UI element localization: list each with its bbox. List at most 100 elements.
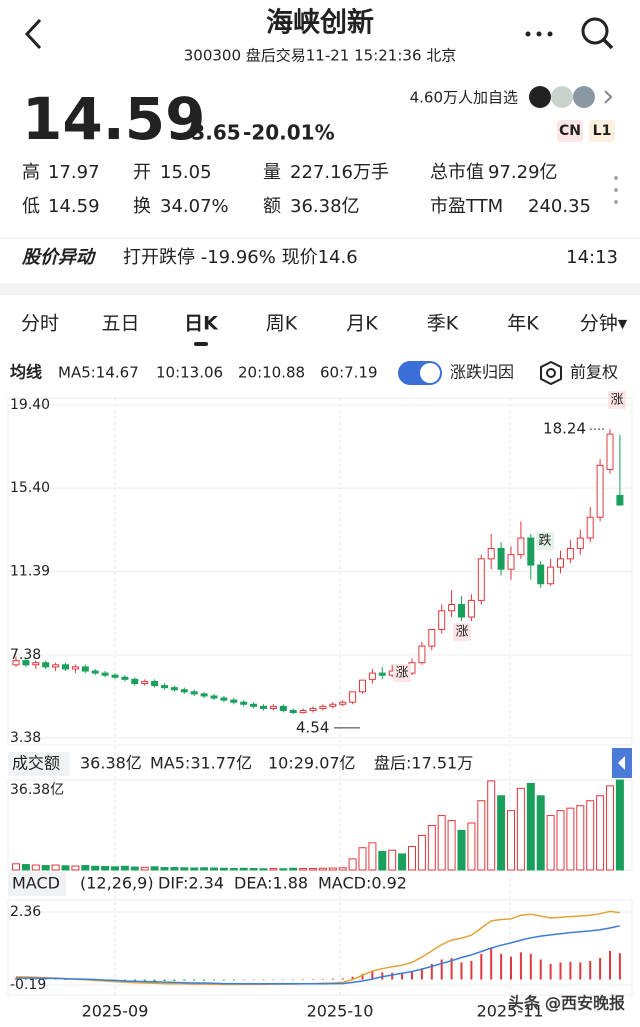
avatars [529, 86, 595, 108]
macd-bar [153, 979, 156, 981]
stat-label: 换 [133, 196, 151, 217]
macd-bar [430, 963, 433, 980]
tab-indicator [194, 342, 208, 346]
y-tick-label: 3.38 [10, 730, 41, 746]
volume-bar [477, 800, 486, 871]
macd-bar [599, 958, 602, 980]
volume-bar [358, 847, 367, 871]
macd-bar [579, 962, 582, 980]
candle-body [210, 695, 218, 699]
macd-bar [143, 979, 146, 981]
candle-body [299, 710, 307, 714]
change-pct: -20.01% [243, 121, 335, 145]
annotation: 18.24 [543, 420, 586, 438]
candle-body [62, 664, 69, 670]
volume-bar [556, 810, 565, 871]
candle-body [279, 705, 287, 712]
volume-bar [615, 779, 624, 871]
candle-body [329, 703, 337, 707]
tab[interactable]: 季K [427, 313, 459, 335]
search-button[interactable] [581, 17, 614, 50]
volume-bar [71, 865, 80, 871]
candle-body [586, 516, 594, 539]
volume-bar [388, 849, 397, 871]
tab[interactable]: 分钟▾ [580, 313, 628, 335]
macd-bar [559, 962, 562, 980]
tab[interactable]: 周K [266, 313, 298, 335]
macd-bar [163, 979, 166, 981]
tag-box [453, 623, 471, 641]
volume-bar [210, 867, 218, 871]
price-tag: 涨 [455, 625, 468, 640]
macd-bar [460, 962, 463, 980]
macd-bar [401, 973, 404, 980]
more-button[interactable] [525, 31, 553, 37]
macd-bar [252, 979, 255, 981]
volume-bar [417, 834, 426, 871]
volume-bar [200, 867, 209, 871]
toggle-label[interactable]: 涨跌归因 [450, 363, 514, 382]
volume-bar [309, 868, 317, 871]
candle-body [200, 693, 208, 697]
macd-bar [549, 963, 552, 980]
volume-bar [566, 807, 575, 871]
panel-header-box [8, 872, 66, 896]
panel-frame [7, 899, 633, 996]
macd-bar [420, 968, 423, 980]
volume-bar [12, 863, 20, 871]
back-button[interactable] [24, 18, 42, 50]
macd-bar [480, 953, 483, 980]
adjust-label[interactable]: 前复权 [570, 363, 618, 382]
tab[interactable]: 分时 [21, 313, 59, 335]
volume-bar [21, 864, 30, 871]
followers[interactable]: 4.60万人加自选 [410, 89, 518, 107]
tag-box [608, 391, 626, 409]
volume-bar [180, 867, 189, 871]
stats-more-dot [614, 200, 618, 204]
tab[interactable]: 月K [346, 313, 378, 335]
candle-body [151, 680, 159, 687]
candle-body [527, 537, 535, 566]
volume-bar [437, 815, 446, 871]
alert-time: 14:13 [566, 247, 618, 268]
tab[interactable]: 日K [184, 313, 219, 335]
volume-bar [269, 868, 278, 871]
macd-bar [529, 953, 532, 980]
price-tag: 跌 [538, 533, 551, 549]
volume-bar [516, 787, 525, 871]
macd-bar [213, 979, 215, 981]
macd-bar [569, 961, 572, 980]
candle-body [111, 674, 119, 678]
candle-body [190, 691, 198, 695]
tab[interactable]: 年K [507, 313, 539, 335]
volume-bar [507, 810, 515, 871]
alert-text[interactable]: 打开跌停 -19.96% 现价14.6 [123, 247, 358, 268]
follow-arrow[interactable] [604, 90, 613, 104]
candle-body [309, 707, 317, 712]
stat-label: 量 [263, 162, 281, 183]
volume-bar [487, 780, 496, 871]
candle-body [467, 599, 475, 618]
macd-bar [242, 979, 245, 981]
badge: CN [559, 123, 581, 139]
y-tick-label: -0.19 [10, 977, 46, 993]
candle-body [566, 547, 574, 560]
expand-arrow [618, 756, 625, 770]
ma-legend: 60:7.19 [320, 364, 378, 382]
candle-body [71, 666, 79, 670]
tab[interactable]: 五日 [101, 313, 139, 335]
volume-bar [526, 782, 535, 871]
price-tag: 涨 [395, 666, 408, 681]
candle-body [121, 676, 129, 680]
volume-bar [229, 868, 238, 871]
candle-body [12, 660, 20, 666]
ma-title: 均线 [10, 363, 42, 382]
stats-more-dot [614, 188, 618, 192]
volume-bar [289, 867, 298, 871]
adjust-icon [540, 360, 562, 386]
stat-label: 开 [133, 162, 151, 183]
volume-bar [576, 805, 585, 871]
stat-value: 15.05 [160, 162, 212, 183]
macd-bar [331, 978, 334, 980]
